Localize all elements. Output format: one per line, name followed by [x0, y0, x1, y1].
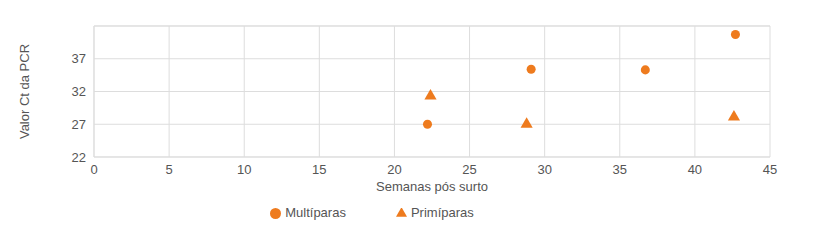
svg-text:15: 15: [312, 162, 326, 177]
svg-text:45: 45: [763, 162, 777, 177]
svg-text:40: 40: [688, 162, 702, 177]
svg-text:25: 25: [462, 162, 476, 177]
svg-text:Valor Ct da PCR: Valor Ct da PCR: [17, 44, 32, 139]
svg-text:Semanas pós surto: Semanas pós surto: [376, 179, 488, 194]
svg-text:27: 27: [72, 117, 86, 132]
html-text:Multíparas: Multíparas: [285, 205, 346, 220]
svg-text:20: 20: [387, 162, 401, 177]
svg-text:30: 30: [537, 162, 551, 177]
svg-text:0: 0: [90, 162, 97, 177]
svg-text:32: 32: [72, 84, 86, 99]
svg-text:10: 10: [237, 162, 251, 177]
html-text:Primíparas: Primíparas: [410, 205, 474, 220]
svg-text:22: 22: [72, 150, 86, 165]
svg-text:5: 5: [165, 162, 172, 177]
svg-text:35: 35: [613, 162, 627, 177]
svg-text:37: 37: [72, 51, 86, 66]
